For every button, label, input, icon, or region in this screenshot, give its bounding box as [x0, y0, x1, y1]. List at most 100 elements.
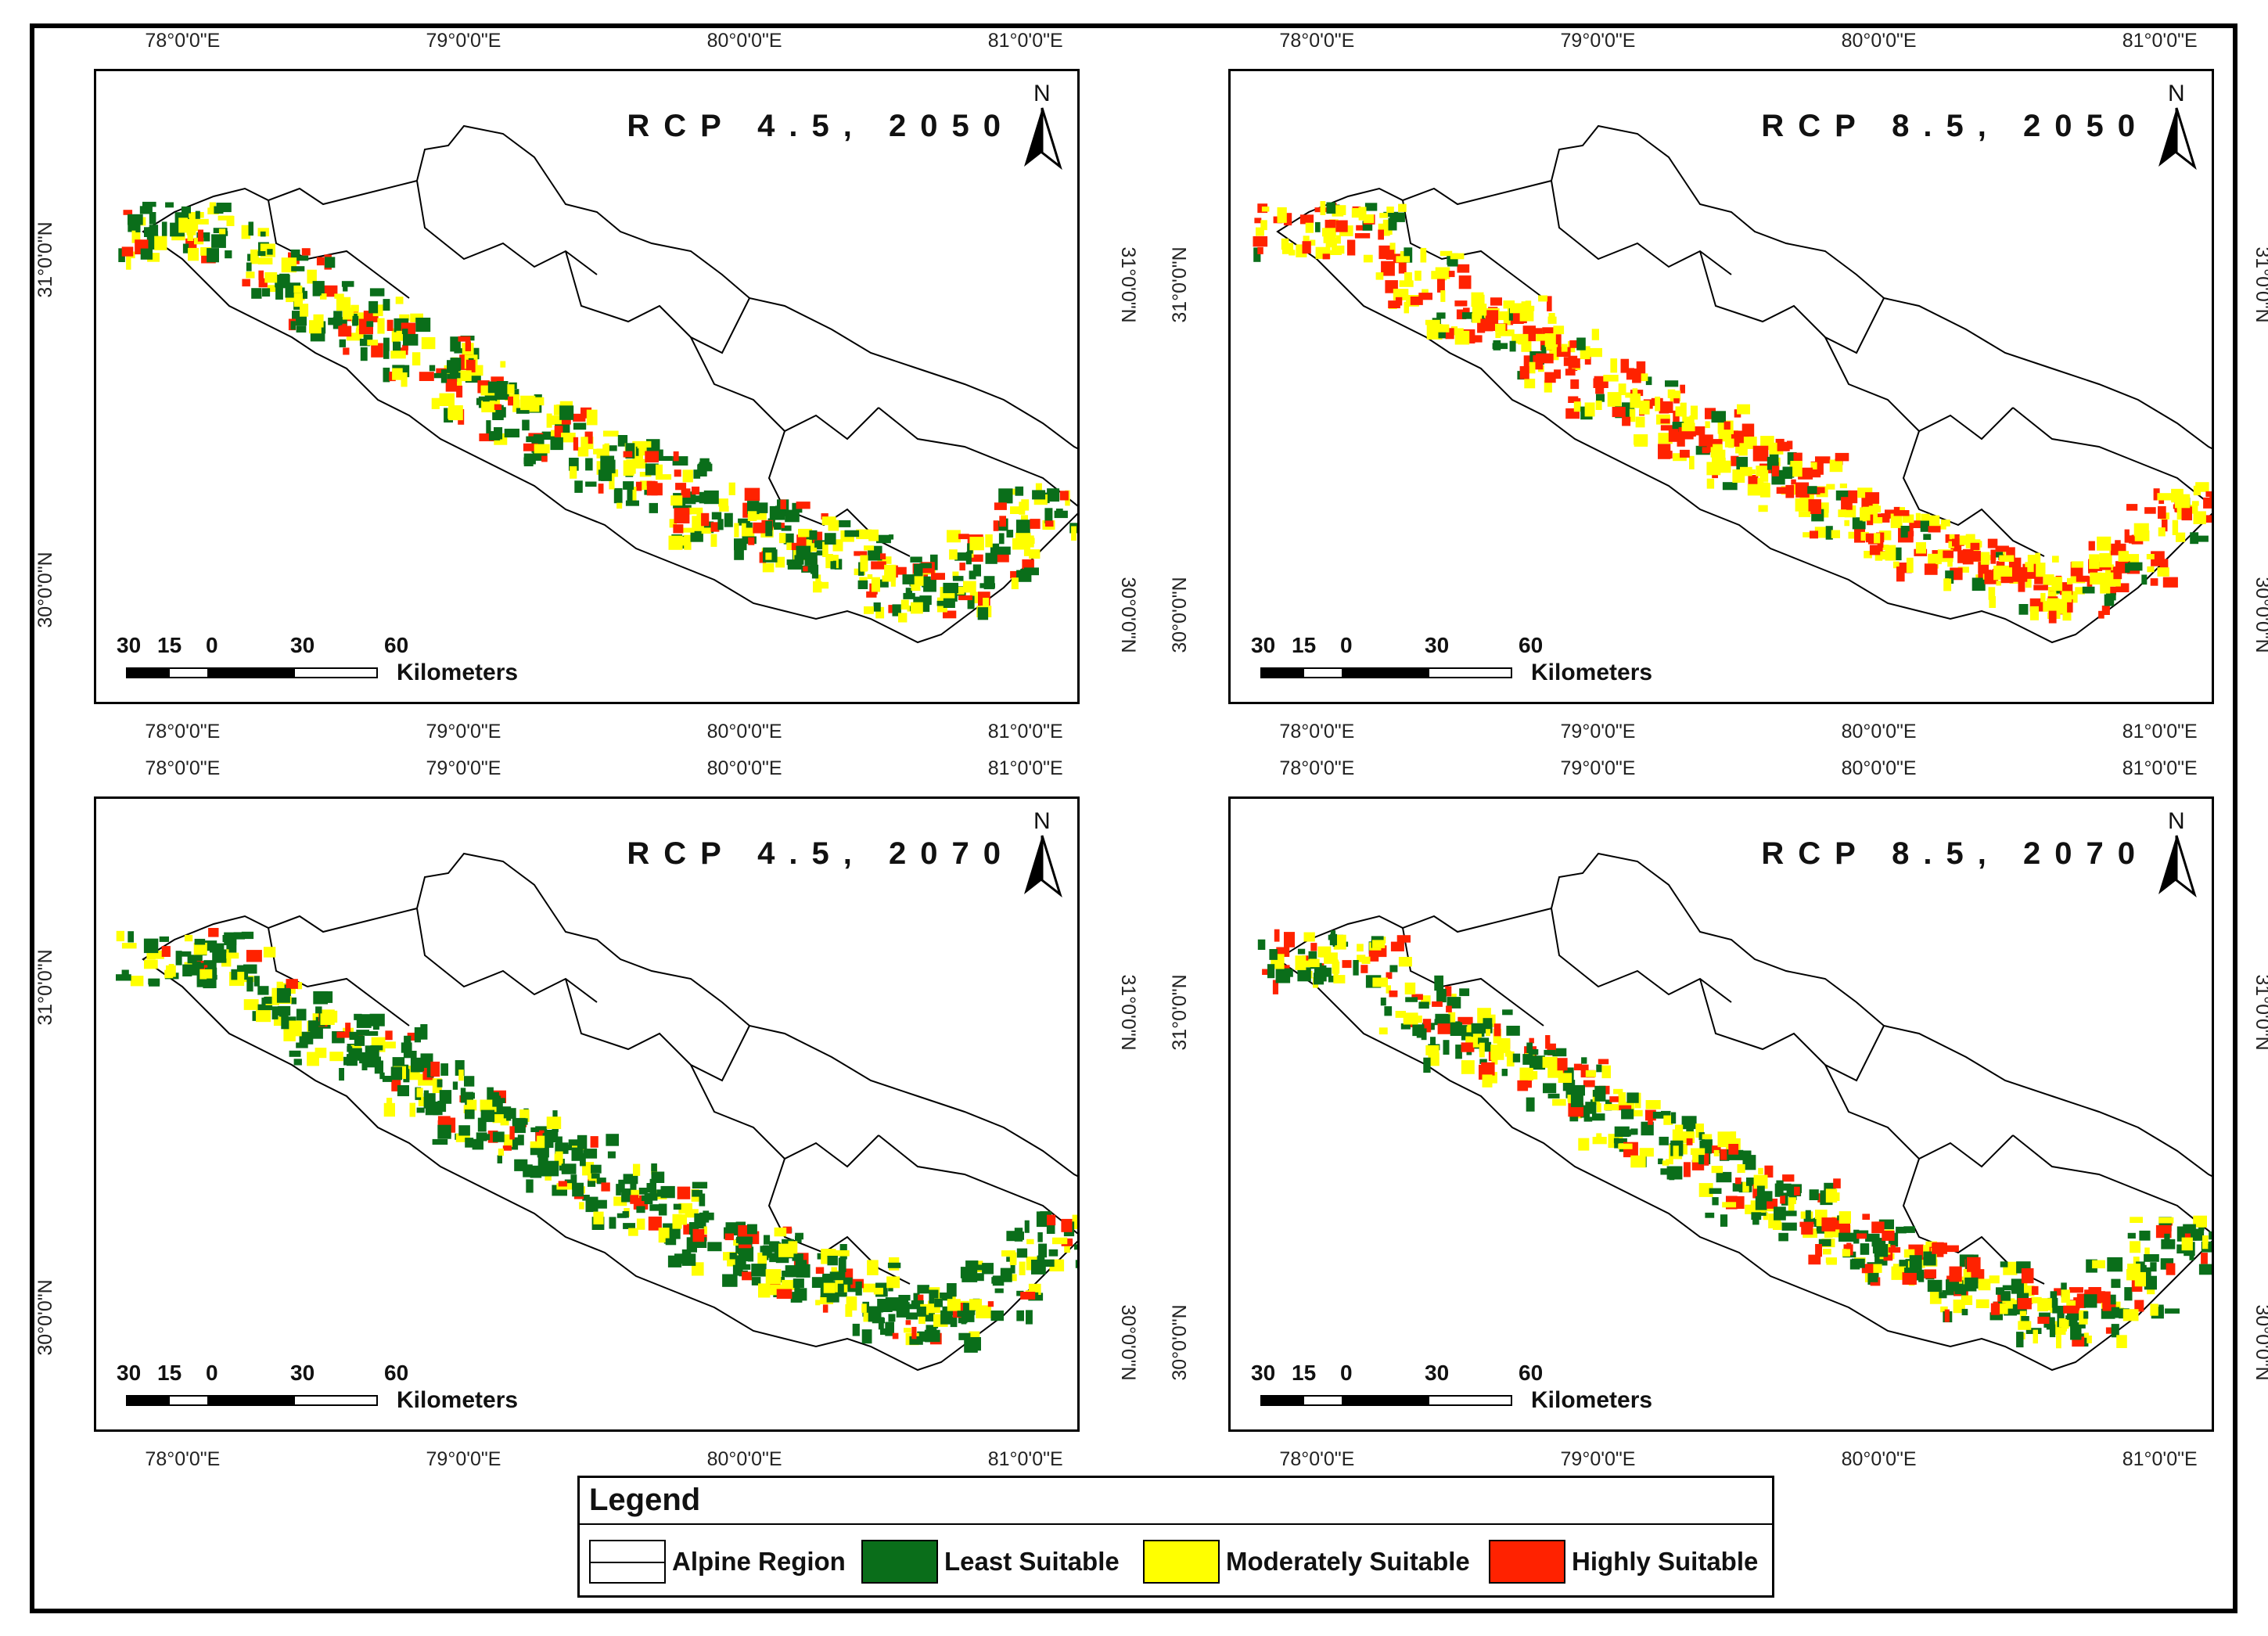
- suitability-cell: [701, 512, 710, 527]
- suitability-cell: [606, 445, 617, 451]
- suitability-cell: [546, 413, 552, 428]
- suitability-cell: [1833, 1178, 1841, 1188]
- suitability-cell: [969, 537, 984, 551]
- north-label: N: [1033, 808, 1051, 834]
- suitability-cell: [357, 1053, 372, 1061]
- suitability-cell: [2201, 1253, 2208, 1264]
- legend-title: Legend: [589, 1483, 701, 1517]
- suitability-cell: [1398, 259, 1407, 274]
- suitability-cell: [1616, 1105, 1632, 1111]
- suitability-cell: [498, 1149, 504, 1156]
- suitability-cell: [911, 602, 923, 614]
- suitability-cell: [503, 1108, 511, 1119]
- suitability-cell: [1614, 1126, 1630, 1138]
- suitability-cell: [958, 595, 973, 601]
- suitability-cell: [815, 574, 821, 588]
- suitability-cell: [1618, 1092, 1626, 1107]
- suitability-cell: [1756, 1185, 1765, 1199]
- suitability-cell: [780, 499, 786, 509]
- suitability-cell: [1777, 441, 1790, 451]
- suitability-cell: [571, 1147, 584, 1161]
- suitability-cell: [1274, 929, 1280, 942]
- suitability-cell: [307, 269, 317, 284]
- suitability-cell: [1483, 1018, 1493, 1027]
- suitability-cell: [1322, 253, 1330, 260]
- suitability-cell: [1784, 1210, 1797, 1217]
- suitability-cell: [2098, 610, 2104, 619]
- suitability-cell: [171, 233, 185, 241]
- suitability-cell: [1793, 452, 1803, 462]
- suitability-cell: [404, 1035, 412, 1048]
- suitability-cell: [1918, 1269, 1925, 1282]
- suitability-cell: [1626, 368, 1634, 380]
- suitability-cell: [371, 343, 383, 358]
- suitability-cell: [1909, 520, 1921, 528]
- suitability-cell: [1622, 416, 1631, 426]
- scale-segment: [1260, 667, 1303, 678]
- suitability-cell: [420, 1024, 428, 1040]
- suitability-cell: [1874, 551, 1883, 561]
- suitability-cell: [520, 395, 536, 411]
- suitability-cell: [1717, 1131, 1731, 1148]
- suitability-cell: [359, 338, 371, 347]
- suitability-cell: [1497, 311, 1514, 321]
- suitability-cell: [1403, 1012, 1418, 1025]
- suitability-cell: [523, 453, 534, 466]
- suitability-cell: [1016, 1310, 1024, 1321]
- suitability-cell: [625, 443, 635, 459]
- suitability-cell: [399, 314, 410, 321]
- suitability-cell: [1580, 1064, 1589, 1078]
- suitability-cell: [2056, 1335, 2061, 1349]
- suitability-cell: [1975, 1299, 1989, 1308]
- suitability-cell: [2147, 566, 2155, 573]
- suitability-cell: [1717, 460, 1731, 473]
- suitability-cell: [1404, 301, 1409, 314]
- longitude-tick-label: 81°0'0"E: [2122, 30, 2198, 52]
- suitability-cell: [1568, 1096, 1573, 1105]
- suitability-cell: [1799, 1221, 1814, 1228]
- suitability-cell: [758, 1283, 771, 1298]
- suitability-cell: [892, 604, 901, 617]
- suitability-cell: [526, 1179, 534, 1193]
- latitude-tick-label: 30°0'0"N: [2251, 1304, 2268, 1381]
- suitability-cell: [2208, 1243, 2212, 1249]
- suitability-cell: [1995, 545, 2009, 552]
- suitability-cell: [792, 1253, 803, 1261]
- suitability-cell: [246, 262, 252, 271]
- suitability-cell: [2198, 535, 2209, 542]
- suitability-cell: [1702, 447, 1709, 454]
- suitability-cell: [1604, 1104, 1619, 1111]
- suitability-cell: [583, 1149, 598, 1159]
- suitability-cell: [1871, 1221, 1885, 1234]
- suitability-cell: [585, 481, 597, 487]
- suitability-cell: [2158, 506, 2166, 519]
- suitability-cell: [116, 930, 124, 942]
- suitability-cell: [522, 419, 530, 431]
- suitability-cell: [217, 215, 234, 221]
- suitability-cell: [1689, 415, 1695, 431]
- suitability-cell: [1776, 1180, 1784, 1196]
- suitability-cell: [1892, 547, 1902, 561]
- suitability-cell: [1816, 1218, 1826, 1227]
- suitability-cell: [1461, 1042, 1475, 1052]
- suitability-cell: [677, 1186, 691, 1199]
- suitability-cell: [1758, 1167, 1763, 1174]
- suitability-cell: [328, 318, 336, 325]
- suitability-cell: [1328, 976, 1334, 983]
- suitability-cell: [1396, 935, 1411, 943]
- suitability-cell: [1544, 372, 1556, 383]
- suitability-cell: [949, 549, 958, 560]
- suitability-cell: [507, 384, 515, 394]
- suitability-cell: [702, 1226, 707, 1235]
- suitability-cell: [1669, 1167, 1675, 1181]
- suitability-cell: [329, 1052, 343, 1062]
- suitability-cell: [774, 1227, 787, 1237]
- suitability-cell: [561, 433, 576, 443]
- suitability-cell: [2021, 1268, 2034, 1284]
- suitability-cell: [635, 481, 642, 491]
- suitability-cell: [1613, 1138, 1627, 1144]
- suitability-cell: [970, 1337, 981, 1351]
- suitability-cell: [1989, 595, 1996, 608]
- suitability-cell: [917, 1285, 929, 1294]
- suitability-cell: [827, 1256, 838, 1266]
